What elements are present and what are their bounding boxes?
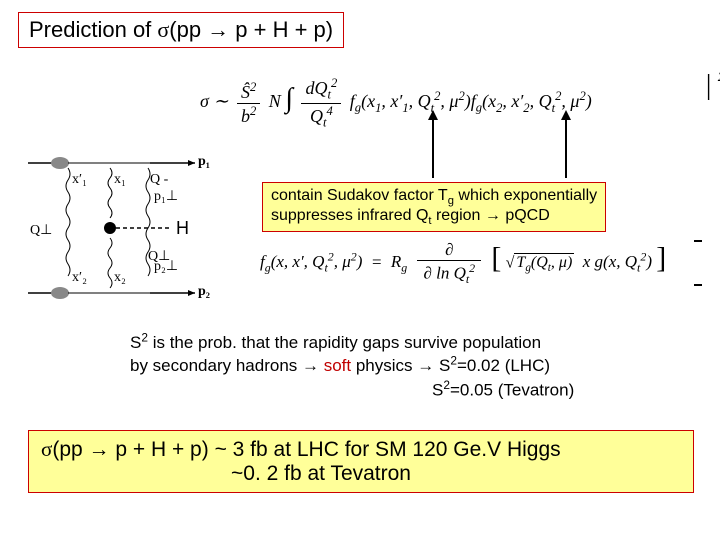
- title-pre: Prediction of: [29, 17, 157, 42]
- result-line2: ~0. 2 fb at Tevatron: [41, 462, 681, 486]
- arrow-right-line: [565, 118, 567, 178]
- label-p2t: p₂⊥: [154, 258, 178, 275]
- s2-line3: S2=0.05 (Tevatron): [130, 378, 574, 402]
- label-x1: x₁: [114, 172, 126, 188]
- sudakov-line2: suppresses infrared Qt region → pQCD: [271, 207, 550, 224]
- label-p1t: p₁⊥: [154, 188, 178, 205]
- sudakov-box: contain Sudakov factor Tg which exponent…: [262, 182, 606, 232]
- s2-paragraph: S2 is the prob. that the rapidity gaps s…: [130, 330, 690, 401]
- label-x2: x₂: [114, 270, 126, 286]
- s2-line1: S2 is the prob. that the rapidity gaps s…: [130, 333, 541, 352]
- sudakov-line1: contain Sudakov factor Tg which exponent…: [271, 187, 597, 204]
- label-x2p: x′₂: [72, 270, 87, 286]
- arrow-left-head: [428, 110, 438, 120]
- title-sigma: σ: [157, 17, 169, 42]
- title-box: Prediction of σ(pp → p + H + p): [18, 12, 344, 48]
- label-Qt-left: Q⊥: [30, 222, 52, 239]
- title-post: (pp → p + H + p): [169, 17, 333, 42]
- arrow-left-line: [432, 118, 434, 178]
- fg-equation: fg(x, x′, Qt2, μ2) = Rg ∂ ∂ ln Qt2 [ √Tg…: [260, 240, 710, 287]
- label-x1p: x′₁: [72, 172, 87, 188]
- bracket-dash2: [694, 284, 702, 286]
- higgs-label: H: [176, 218, 189, 239]
- label-qm: Q -: [150, 172, 168, 188]
- label-p2: p₂: [198, 284, 210, 300]
- label-p1: p₁: [198, 154, 210, 170]
- feynman-diagram: p₁ p₂ x′₁ x₁ Q - p₁⊥ Q⊥ Q⊥ x′₂ x₂ p₂⊥ H: [20, 148, 220, 308]
- arrow-right-head: [561, 110, 571, 120]
- main-equation: σ ∼ Ŝ2 b2 N ∫ dQt2 Qt4 fg(x1, x′1, Qt2, …: [200, 76, 710, 130]
- title-text: Prediction of σ(pp → p + H + p): [29, 17, 333, 42]
- bracket-dash1: [694, 240, 702, 242]
- s2-line2: by secondary hadrons → soft physics → S2…: [130, 356, 550, 375]
- result-box: σ(pp → p + H + p) ~ 3 fb at LHC for SM 1…: [28, 430, 694, 493]
- result-line1: σ(pp → p + H + p) ~ 3 fb at LHC for SM 1…: [41, 437, 681, 462]
